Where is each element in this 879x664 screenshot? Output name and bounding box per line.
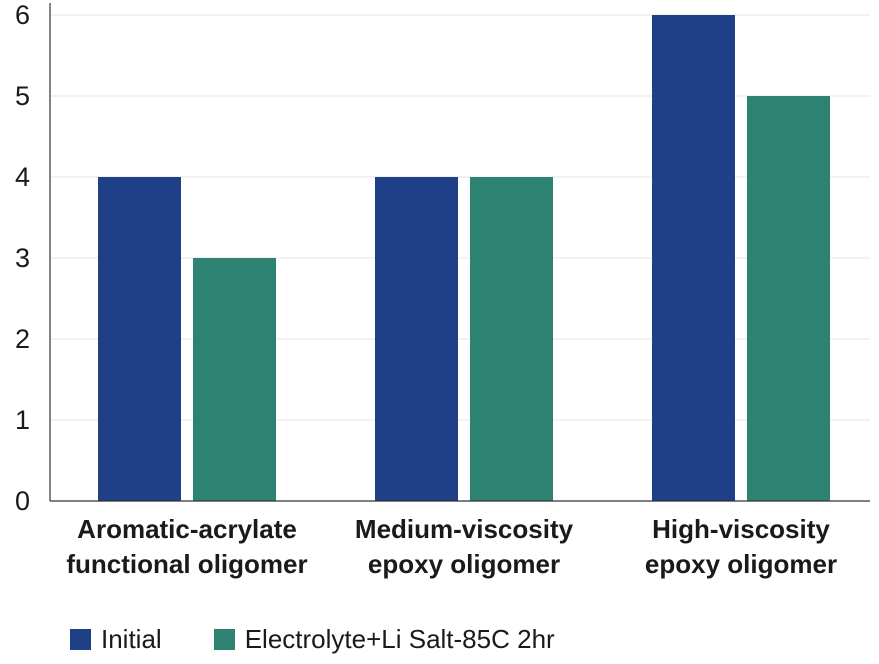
legend: Initial Electrolyte+Li Salt-85C 2hr: [70, 624, 607, 655]
x-category-label: functional oligomer: [66, 549, 307, 579]
bar-initial-2: [652, 15, 735, 501]
y-tick-label: 5: [15, 81, 30, 111]
x-category-label: High-viscosity: [652, 514, 830, 544]
legend-swatch-initial: [70, 629, 91, 650]
legend-label-initial: Initial: [101, 624, 162, 654]
bars: [98, 15, 830, 501]
y-tick-label: 2: [15, 324, 30, 354]
bar-chart: 0 1 2 3 4 5 6 Aromatic-acrylate functional olig…: [15, 0, 870, 579]
y-tick-label: 0: [15, 486, 30, 516]
x-category-label: Aromatic-acrylate: [77, 514, 297, 544]
x-category-label: epoxy oligomer: [645, 549, 837, 579]
x-category-labels: Aromatic-acrylate functional oligomer Medi…: [66, 514, 837, 579]
legend-label-electrolyte: Electrolyte+Li Salt-85C 2hr: [244, 624, 555, 654]
y-tick-label: 3: [15, 243, 30, 273]
legend-item-electrolyte: Electrolyte+Li Salt-85C 2hr: [213, 624, 555, 655]
legend-swatch-electrolyte: [213, 629, 235, 650]
bar-electrolyte-1: [470, 177, 553, 501]
y-tick-label: 4: [15, 162, 30, 192]
axes: [49, 3, 870, 502]
x-category-label: Medium-viscosity: [355, 514, 574, 544]
bar-initial-1: [375, 177, 458, 501]
bar-electrolyte-2: [747, 96, 830, 501]
legend-item-initial: Initial: [70, 624, 162, 655]
y-tick-labels: 0 1 2 3 4 5 6: [15, 0, 30, 516]
bar-electrolyte-0: [193, 258, 276, 501]
y-tick-label: 6: [15, 0, 30, 30]
y-tick-label: 1: [15, 405, 30, 435]
bar-initial-0: [98, 177, 181, 501]
x-category-label: epoxy oligomer: [368, 549, 560, 579]
